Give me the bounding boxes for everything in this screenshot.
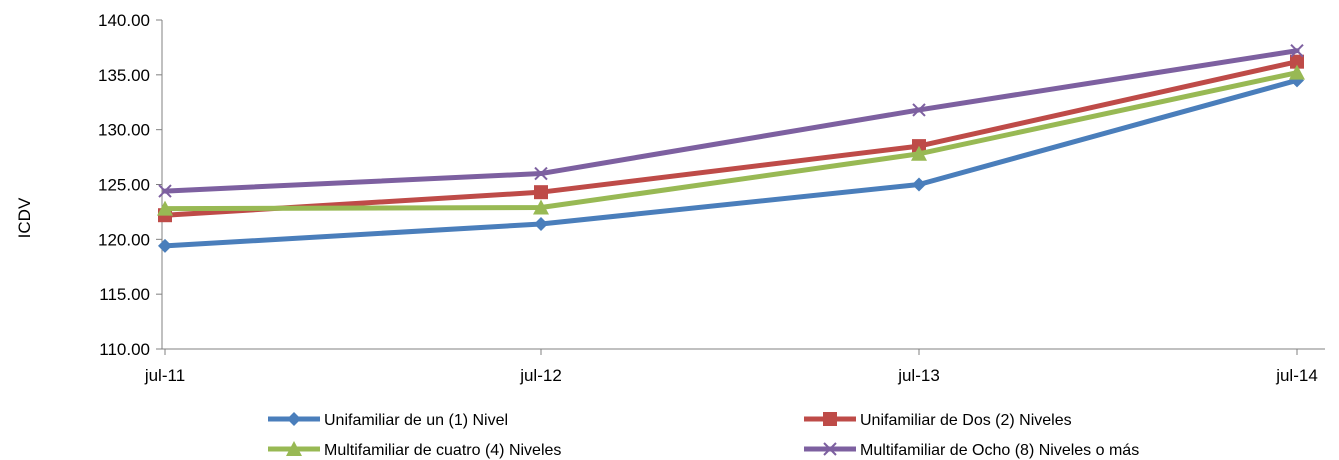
series-line: [162, 77, 1300, 249]
legend-label: Multifamiliar de Ocho (8) Niveles o más: [860, 442, 1139, 459]
y-tick-label: 110.00: [99, 340, 150, 359]
series-1: [158, 73, 1304, 253]
y-tick-label: 115.00: [99, 285, 150, 304]
data-point: [157, 200, 173, 216]
y-tick-label: 135.00: [98, 66, 150, 85]
data-point: [1289, 64, 1305, 80]
series-line: [162, 59, 1300, 218]
series-layer: [157, 43, 1305, 253]
legend-label: Unifamiliar de un (1) Nivel: [324, 412, 508, 429]
legend-swatch-marker: [286, 441, 302, 456]
x-marker-stroke: [158, 184, 172, 198]
data-point: [912, 177, 926, 192]
data-point: [1290, 43, 1304, 58]
data-point: [1290, 54, 1304, 69]
data-point: [911, 145, 927, 161]
x-tick-label: jul-11: [144, 366, 185, 385]
axes: 110.00 115.00 120.00 125.00 130.00 135.00 140.…: [98, 11, 1325, 385]
x-tick-label: jul-13: [897, 366, 940, 385]
data-point: [158, 238, 172, 253]
legend-label: Multifamiliar de cuatro (4) Niveles: [324, 442, 561, 459]
legend-item-4: Multifamiliar de Ocho (8) Niveles o más: [804, 442, 1139, 459]
legend-swatch-marker: [823, 412, 837, 426]
y-tick-label: 120.00: [98, 230, 150, 249]
legend-swatch-marker: [287, 412, 301, 426]
series-line: [162, 70, 1300, 212]
x-tick-label: jul-14: [1275, 366, 1318, 385]
data-point: [533, 199, 549, 215]
data-point: [534, 185, 548, 200]
x-marker-stroke: [823, 442, 837, 456]
y-tick-label: 130.00: [98, 121, 150, 140]
data-point: [534, 166, 548, 181]
x-tick-label: jul-12: [519, 366, 562, 385]
x-marker-stroke: [1290, 43, 1304, 58]
series-3: [157, 64, 1305, 216]
legend-item-1: Unifamiliar de un (1) Nivel: [268, 412, 508, 429]
legend: Unifamiliar de un (1) Nivel Unifamiliar d…: [268, 412, 1139, 459]
series-4: [158, 43, 1304, 198]
data-point: [158, 184, 172, 198]
legend-item-3: Multifamiliar de cuatro (4) Niveles: [268, 441, 561, 459]
y-tick-label: 140.00: [98, 11, 150, 30]
x-marker-stroke: [912, 103, 926, 117]
x-marker-stroke: [534, 166, 548, 181]
legend-label: Unifamiliar de Dos (2) Niveles: [860, 412, 1072, 429]
series-2: [158, 54, 1304, 223]
y-tick-label: 125.00: [98, 176, 150, 195]
series-line: [162, 48, 1300, 194]
legend-swatch-marker: [823, 442, 837, 456]
data-point: [534, 216, 548, 231]
legend-item-2: Unifamiliar de Dos (2) Niveles: [804, 412, 1072, 429]
data-point: [912, 103, 926, 117]
y-axis-title: ICDV: [15, 197, 34, 238]
